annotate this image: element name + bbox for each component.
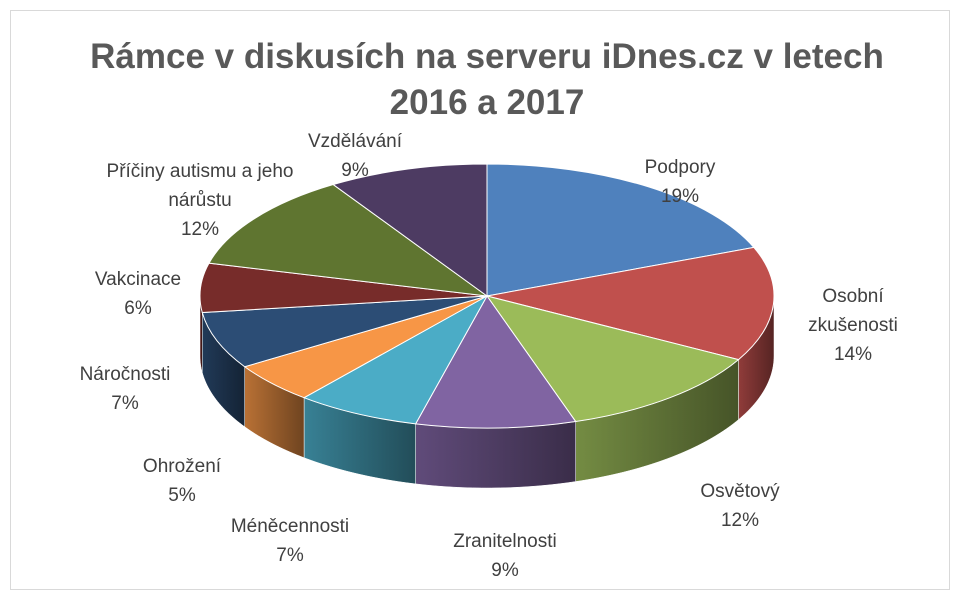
page: Rámce v diskusích na serveru iDnes.cz v …	[10, 10, 950, 590]
value-label: 9%	[341, 160, 369, 181]
value-label: 12%	[720, 510, 760, 531]
category-label: Osobní zkušenosti	[808, 286, 898, 336]
value-label: 7%	[276, 545, 304, 566]
value-label: 9%	[491, 560, 519, 581]
slice	[486, 246, 775, 361]
data-label: Ohrožení 5%	[82, 452, 282, 510]
chart	[199, 163, 775, 489]
data-label: Příčiny autismu a jeho nárůstu 12%	[105, 157, 295, 244]
data-label: Méněcennosti 7%	[190, 512, 390, 570]
slice	[486, 163, 755, 297]
category-label: Podpory	[644, 157, 716, 178]
category-label: Méněcennosti	[230, 516, 350, 537]
slice	[485, 295, 740, 423]
data-label: Náročnosti 7%	[25, 360, 225, 418]
category-label: Vzdělávání	[307, 131, 402, 152]
data-label: Osobní zkušenosti 14%	[798, 282, 908, 369]
value-label: 14%	[833, 344, 873, 365]
slice	[201, 295, 488, 368]
data-label: Podpory 19%	[580, 153, 780, 211]
chart-title: Rámce v diskusích na serveru iDnes.cz v …	[90, 37, 884, 122]
data-label: Zranitelnosti 9%	[405, 527, 605, 585]
data-label: Vzdělávání 9%	[255, 127, 455, 185]
category-label: Osvětový	[700, 481, 780, 502]
category-label: Zranitelnosti	[453, 531, 557, 552]
category-label: Příčiny autismu a jeho nárůstu	[106, 161, 294, 211]
data-label: Vakcinace 6%	[38, 265, 238, 323]
data-label: Osvětový 12%	[640, 477, 840, 535]
slice	[208, 184, 489, 297]
value-label: 5%	[168, 485, 196, 506]
slice	[302, 294, 489, 425]
value-label: 6%	[124, 298, 152, 319]
category-label: Vakcinace	[94, 269, 182, 290]
value-label: 19%	[660, 186, 700, 207]
value-label: 7%	[111, 393, 139, 414]
slice	[414, 295, 577, 429]
slice-side	[415, 421, 576, 489]
category-label: Náročnosti	[79, 364, 171, 385]
category-label: Ohrožení	[142, 456, 222, 477]
slice	[332, 163, 488, 297]
value-label: 12%	[180, 219, 220, 240]
